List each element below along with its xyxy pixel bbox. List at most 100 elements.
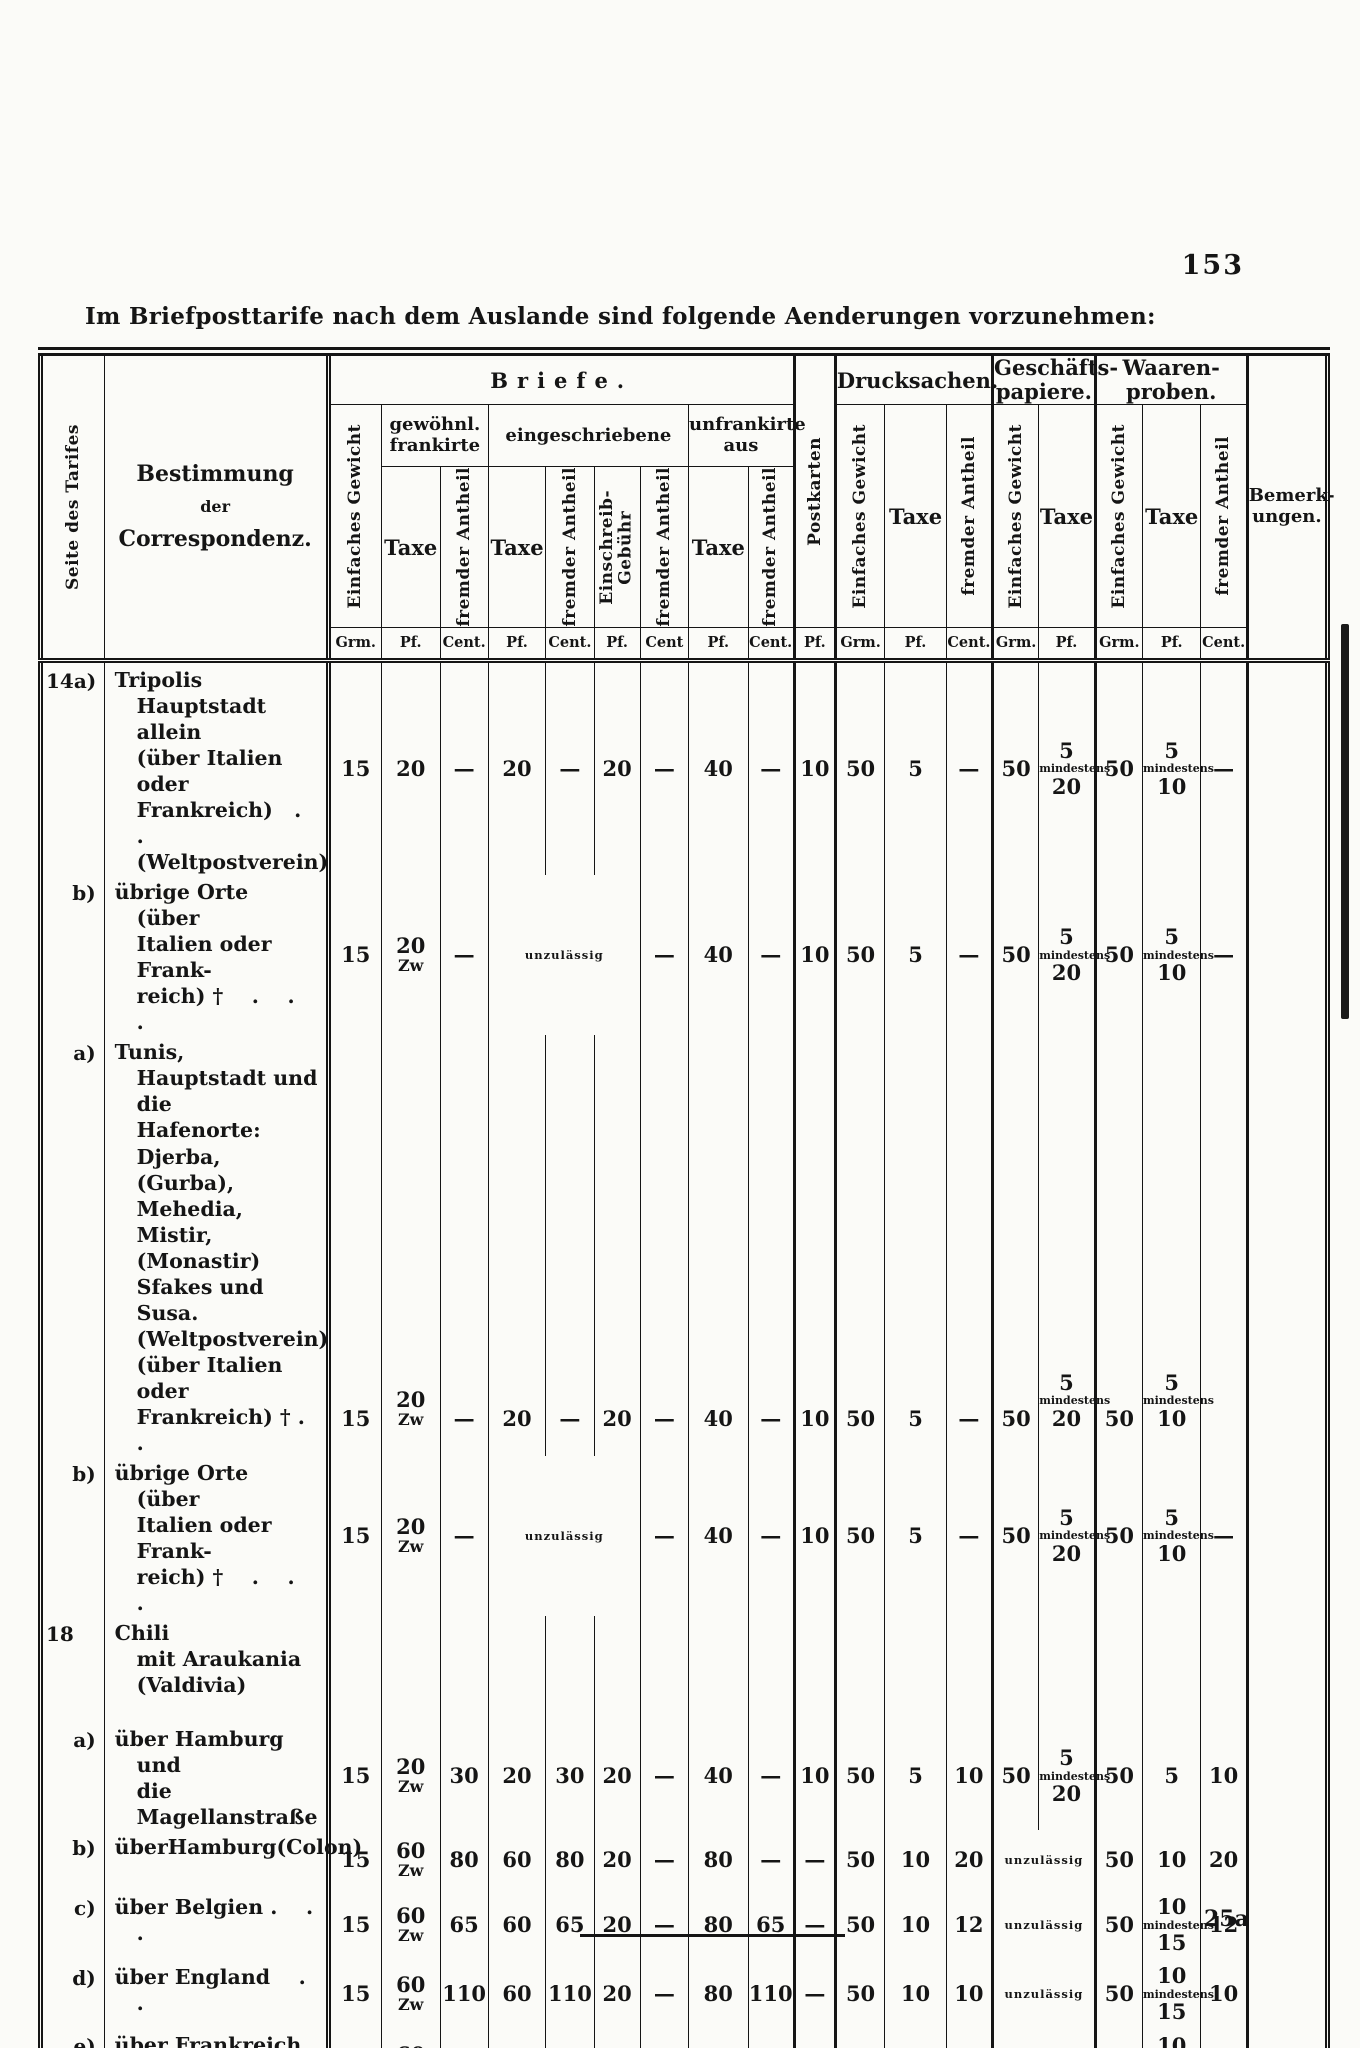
c-dpf: 5 — [884, 875, 947, 1036]
c-gpf: 5 mindestens 20 — [1038, 875, 1110, 1036]
c-geschaeftspapiere-unzulaessig: unzulässig — [991, 1890, 1096, 1961]
row-label: übrige Orte (über Italien oder Frank- re… — [103, 1455, 329, 1617]
c-bem — [1245, 2028, 1328, 2048]
c-wpf — [1141, 1616, 1201, 1723]
group-header-briefe: Briefe. — [325, 351, 795, 406]
c-pk: 10 — [792, 875, 837, 1036]
c-wgrm: 50 — [1093, 1960, 1143, 2029]
c-fa: 30 — [439, 1722, 489, 1831]
c-geschaeftspapiere-unzulaessig: unzulässig — [991, 1830, 1096, 1891]
col-header-geschaeftspapiere-taxe: Taxe — [1038, 404, 1096, 628]
c-taxe: 20 Zw — [380, 1455, 440, 1617]
c-dcent: — — [945, 660, 993, 876]
c-ufa: 110 — [747, 1960, 795, 2029]
c-wcent: 10 — [1200, 1722, 1248, 1831]
col-header-briefe-gewicht: Einfaches Gewicht — [325, 404, 382, 628]
col-header-eingeschrieben-taxe: Taxe — [487, 466, 546, 628]
units-row: Grm. Pf. Cent. Pf. Cent. Pf. Cent Pf. Ce… — [41, 626, 1328, 663]
c-dgrm: 50 — [834, 875, 885, 1036]
col-header-waarenproben-fremder-antheil: fremder Antheil — [1200, 404, 1248, 628]
c-bem — [1245, 660, 1328, 876]
c-wcent: 12 — [1200, 1890, 1248, 1961]
col-header-waarenproben-taxe: Taxe — [1141, 404, 1201, 628]
row-label: überHamburg(Colon) — [103, 1830, 362, 1891]
c-dcent: — — [945, 1035, 993, 1456]
col-header-drucksachen-gewicht: Einfaches Gewicht — [834, 404, 885, 628]
row-label: übrige Orte (über Italien oder Frank- re… — [103, 875, 329, 1036]
c-pk: — — [792, 1960, 837, 2029]
col-header-frankirte-taxe: Taxe — [380, 466, 440, 628]
unit-pf: Pf. — [487, 626, 546, 663]
col-header-waarenproben-gewicht: Einfaches Gewicht — [1093, 404, 1143, 628]
c-fa: 110 — [439, 1960, 489, 2029]
c-efa: 30 — [545, 1722, 595, 1831]
c-gew — [325, 1616, 382, 1723]
c-gpf: 5 mindestens 20 — [1038, 1722, 1110, 1831]
c-wcent: — — [1200, 1455, 1248, 1617]
c-pk: 10 — [792, 660, 837, 876]
c-gpf: 5 mindestens 20 — [1038, 1035, 1110, 1456]
group-header-drucksachen: Drucksachen. — [834, 351, 998, 406]
c-dpf: 10 — [884, 1830, 947, 1891]
c-efa: 80 — [545, 1830, 595, 1891]
c-efa: 80 — [545, 2028, 595, 2048]
c-egeb: 20 — [593, 1722, 641, 1831]
c-wcent — [1200, 1616, 1248, 1723]
row-label: über Belgien . . . — [103, 1890, 329, 1961]
header-row-subgroups: Einfaches Gewicht gewöhnl. frankirte ein… — [41, 404, 1328, 628]
c-gpf — [1038, 1616, 1096, 1723]
c-gew: 15 — [325, 1722, 382, 1831]
c-pk: — — [792, 1890, 837, 1961]
row-label: Tunis, Hauptstadt und die Hafenorte: Dje… — [103, 1035, 328, 1456]
row-seite: d) — [72, 1966, 96, 1991]
c-gew: 15 — [325, 875, 382, 1036]
c-egfa: — — [639, 1830, 689, 1891]
subgroup-gewoehnl-frankirte: gewöhnl. frankirte — [380, 404, 489, 468]
c-ggrm: 50 — [991, 1722, 1039, 1831]
c-pk: 10 — [792, 1455, 837, 1617]
c-etaxe: 20 — [487, 1722, 546, 1831]
unit-grm: Grm. — [834, 626, 885, 663]
c-egfa: — — [639, 660, 689, 876]
c-wgrm: 50 — [1093, 1455, 1143, 1617]
c-egfa: — — [639, 1722, 689, 1831]
c-dpf: 10 — [884, 1890, 947, 1961]
c-gew: 15 — [325, 660, 382, 876]
c-taxe — [380, 1616, 440, 1723]
c-bem — [1245, 1616, 1328, 1723]
c-fa: 65 — [439, 1890, 489, 1961]
c-taxe: 20 — [380, 660, 440, 876]
unit-pf: Pf. — [1038, 626, 1096, 663]
table-row-chili-a: a) über Hamburg und die Magellanstraße 1… — [41, 1722, 1328, 1831]
c-efa — [545, 1616, 595, 1723]
c-dcent: 10 — [945, 1722, 993, 1831]
c-ggrm: 50 — [991, 660, 1039, 876]
c-gpf: 5 mindestens 20 — [1038, 660, 1110, 876]
c-dcent: 20 — [945, 2028, 993, 2048]
c-egeb: 20 — [593, 660, 641, 876]
c-efa: 110 — [545, 1960, 595, 2029]
c-gpf: 5 mindestens 20 — [1038, 1455, 1110, 1617]
c-fa: — — [439, 1455, 489, 1617]
c-wcent: 10 — [1200, 1960, 1248, 2029]
unit-pf: Pf. — [593, 626, 641, 663]
c-dgrm: 50 — [834, 1035, 885, 1456]
unit-grm: Grm. — [991, 626, 1039, 663]
c-taxe: 20 Zw — [380, 1035, 440, 1456]
col-header-frankirte-fremder-antheil: fremder Antheil — [439, 466, 489, 628]
c-etaxe — [487, 1616, 546, 1723]
unit-pf: Pf. — [792, 626, 837, 663]
c-taxe: 20 Zw — [380, 1722, 440, 1831]
c-utaxe — [688, 1616, 749, 1723]
c-ggrm — [991, 1616, 1039, 1723]
c-eingeschrieben-unzulaessig: unzulässig — [487, 1455, 641, 1617]
c-gew: 15 — [325, 2028, 382, 2048]
c-dpf: 5 — [884, 660, 947, 876]
c-wgrm: 50 — [1093, 1035, 1143, 1456]
